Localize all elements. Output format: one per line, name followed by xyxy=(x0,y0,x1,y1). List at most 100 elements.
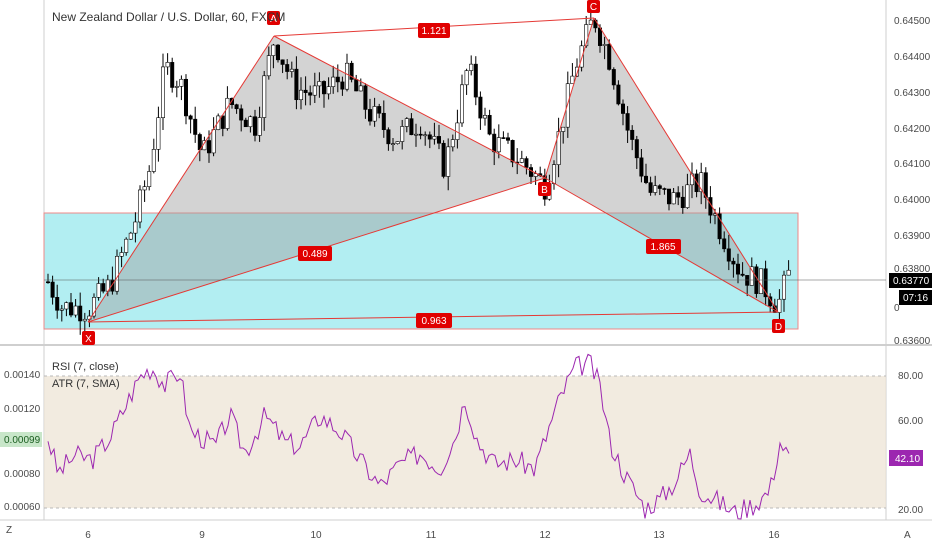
ratio-ac-text: 1.121 xyxy=(421,26,446,37)
candle-body xyxy=(119,252,124,257)
candle-body xyxy=(165,62,170,68)
candle-body xyxy=(82,318,87,322)
candle-body xyxy=(450,139,455,148)
point-x-text: X xyxy=(85,334,92,345)
price-tick: 0.63800 xyxy=(894,264,931,275)
current-price-tag[interactable]: 0.63770 xyxy=(889,273,932,288)
ratio-label-xd[interactable]: 0.963 xyxy=(416,313,452,328)
leg-xa[interactable] xyxy=(87,35,275,323)
countdown-tag[interactable]: 07:16 xyxy=(899,290,932,305)
ratio-label-ac[interactable]: 1.121 xyxy=(418,23,450,38)
candle-body xyxy=(289,68,294,72)
rsi-value-tag[interactable]: 42.10 xyxy=(889,450,923,466)
candle-body xyxy=(584,24,589,47)
time-axis[interactable]: 6 9 10 11 12 13 16 xyxy=(85,530,780,541)
candle-body xyxy=(354,79,359,92)
price-tick: 0.63900 xyxy=(894,231,931,242)
leg-bc[interactable] xyxy=(544,17,595,179)
rsi-band xyxy=(44,376,886,508)
candle-body xyxy=(184,78,189,117)
leg-cd[interactable] xyxy=(593,17,779,313)
candle-body xyxy=(390,143,395,145)
price-tick: 0.64100 xyxy=(894,159,931,170)
candle-body xyxy=(423,134,428,137)
point-label-c[interactable]: C xyxy=(587,0,600,13)
target-zone-box[interactable] xyxy=(43,212,799,330)
candle-body xyxy=(643,175,648,183)
ratio-label-xb[interactable]: 0.489 xyxy=(298,246,332,261)
candle-body xyxy=(745,275,750,286)
price-tick: 0.63600 xyxy=(894,336,931,347)
candle-body xyxy=(317,81,322,87)
candle-body xyxy=(496,137,501,153)
candle-body xyxy=(731,260,736,265)
indicator-left-axis[interactable]: 0.00140 0.00120 0.00080 0.00060 xyxy=(4,370,41,513)
candle-body xyxy=(657,185,662,189)
candle-body xyxy=(436,136,441,144)
current-price-text: 0.63770 xyxy=(893,276,930,287)
candle-body xyxy=(55,297,60,311)
candle-body xyxy=(266,55,271,77)
candle-body xyxy=(556,131,561,165)
candle-body xyxy=(326,86,331,95)
price-axis[interactable]: 0.64500 0.64400 0.64300 0.64200 0.64100 … xyxy=(894,16,931,347)
candle-body xyxy=(685,184,690,208)
ratio-bd-text: 1.865 xyxy=(650,242,675,253)
candle-body xyxy=(551,164,556,184)
candle-body xyxy=(717,213,722,240)
point-label-b[interactable]: B xyxy=(538,182,551,196)
price-tick: 0.64000 xyxy=(894,195,931,206)
price-tick: 0.64500 xyxy=(894,16,931,27)
candle-body xyxy=(561,126,566,132)
candle-body xyxy=(464,70,469,86)
candle-body xyxy=(395,141,400,144)
candle-body xyxy=(335,76,340,83)
candle-body xyxy=(648,182,653,193)
candle-body xyxy=(446,146,451,177)
candle-body xyxy=(597,27,602,46)
point-label-x[interactable]: X xyxy=(82,331,95,345)
atr-title: ATR (7, SMA) xyxy=(52,378,120,390)
point-label-a[interactable]: A xyxy=(267,11,280,25)
auto-scale-button[interactable]: A xyxy=(904,530,911,541)
candle-body xyxy=(133,221,138,234)
candle-body xyxy=(170,62,175,88)
candle-body xyxy=(367,109,372,122)
candle-body xyxy=(188,115,193,120)
candle-body xyxy=(381,112,386,131)
leg-ab[interactable] xyxy=(273,35,546,179)
ratio-label-bd[interactable]: 1.865 xyxy=(646,239,681,254)
rsi-tick: 80.00 xyxy=(898,371,923,382)
time-tick: 13 xyxy=(653,530,665,541)
point-d-text: D xyxy=(775,322,782,333)
candle-body xyxy=(321,81,326,95)
candle-body xyxy=(482,115,487,119)
candle-body xyxy=(294,68,299,101)
candle-body xyxy=(726,248,731,262)
timezone-button[interactable]: Z xyxy=(6,525,12,536)
time-tick: 10 xyxy=(310,530,322,541)
candle-body xyxy=(220,115,225,129)
candle-body xyxy=(358,85,363,92)
candle-body xyxy=(243,119,248,128)
candle-body xyxy=(735,263,740,275)
time-tick: 6 xyxy=(85,530,91,541)
candle-body xyxy=(579,45,584,68)
candle-body xyxy=(174,86,179,88)
candle-body xyxy=(441,142,446,177)
candle-body xyxy=(473,63,478,98)
point-label-d[interactable]: D xyxy=(772,319,785,333)
candle-body xyxy=(234,104,239,110)
atr-value-tag[interactable]: 0.00099 xyxy=(0,432,42,447)
candle-body xyxy=(78,305,83,322)
indicator-right-axis[interactable]: 80.00 60.00 20.00 xyxy=(898,371,923,516)
candle-body xyxy=(611,69,616,86)
candle-body xyxy=(501,137,506,139)
candle-body xyxy=(781,274,786,300)
candle-body xyxy=(602,44,607,46)
candle-body xyxy=(179,78,184,87)
candle-body xyxy=(331,76,336,87)
candle-body xyxy=(92,297,97,317)
candle-body xyxy=(620,103,625,114)
